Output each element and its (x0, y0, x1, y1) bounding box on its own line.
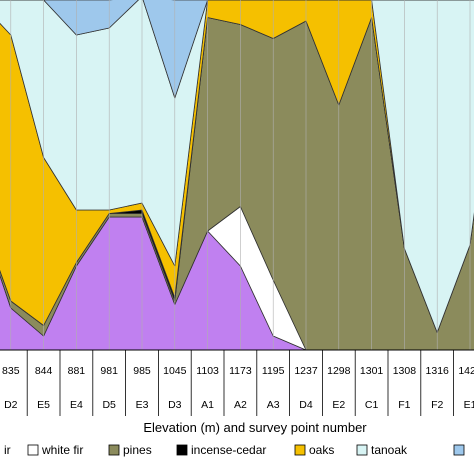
tick-label-elevation: 1316 (426, 365, 450, 377)
x-axis-title: Elevation (m) and survey point number (143, 420, 367, 435)
tick-label-point: A2 (234, 399, 247, 411)
legend-label: white fir (41, 443, 83, 457)
area-series-6 (0, 0, 474, 99)
tick-label-elevation: 835 (2, 365, 20, 377)
tick-label-point: E1 (464, 399, 474, 411)
legend-label: tanoak (371, 443, 408, 457)
legend-label: oaks (309, 443, 334, 457)
tick-label-point: C1 (365, 399, 379, 411)
tick-label-elevation: 981 (100, 365, 118, 377)
tick-label-elevation: 1423 (458, 365, 474, 377)
tick-label-elevation: 1103 (196, 365, 219, 377)
tick-label-point: E5 (37, 399, 50, 411)
tick-label-elevation: 844 (35, 365, 53, 377)
tick-label-elevation: 985 (133, 365, 151, 377)
tick-label-point: E4 (70, 399, 83, 411)
tick-label-point: F1 (398, 399, 410, 411)
legend-swatch (294, 444, 306, 456)
tick-label-point: E2 (332, 399, 345, 411)
tick-label-elevation: 1301 (360, 365, 384, 377)
tick-label-elevation: 881 (68, 365, 86, 377)
tick-label-point: D4 (299, 399, 313, 411)
tick-label-elevation: 1298 (327, 365, 351, 377)
legend-swatch (108, 444, 120, 456)
tick-label-point: A1 (201, 399, 214, 411)
tick-label-point: A3 (267, 399, 280, 411)
tick-label-point: D3 (168, 399, 182, 411)
tick-label-elevation: 1308 (393, 365, 417, 377)
tick-label-point: E3 (136, 399, 149, 411)
legend: ir white fir pines incense-cedar oaks tanoak (4, 443, 465, 457)
x-axis: 835 D2 844 E5 881 E4 981 D5 985 E3 1045 D3 1103 A1 117… (0, 349, 474, 416)
legend-swatch (27, 444, 39, 456)
legend-label: pines (123, 443, 152, 457)
tick-label-point: F2 (431, 399, 443, 411)
legend-swatch (356, 444, 368, 456)
plot-area (0, 0, 474, 351)
legend-swatch (453, 444, 465, 456)
tick-label-elevation: 1045 (163, 365, 187, 377)
legend-label: incense-cedar (191, 443, 266, 457)
tick-label-elevation: 1173 (229, 365, 252, 377)
legend-label: ir (4, 443, 11, 457)
tick-label-elevation: 1195 (262, 365, 285, 377)
legend-swatch (176, 444, 188, 456)
tick-label-point: D2 (4, 399, 18, 411)
tick-label-point: D5 (102, 399, 116, 411)
tick-label-elevation: 1237 (294, 365, 318, 377)
